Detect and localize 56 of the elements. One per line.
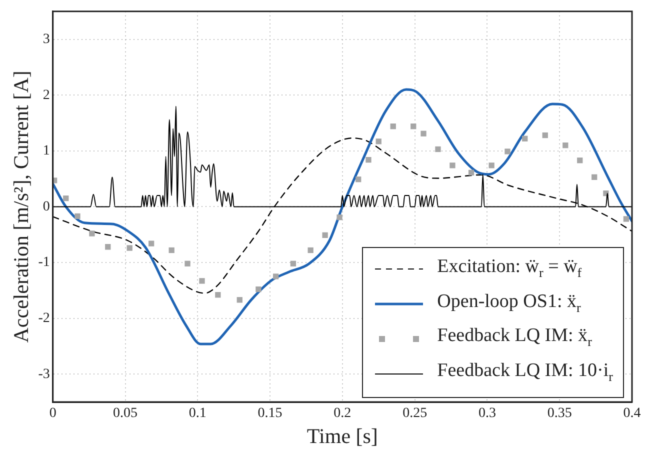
legend-label: Open-loop OS1: ẍ$_{r}$: [437, 290, 581, 316]
point: [450, 162, 456, 168]
x-tick-label: 0.2: [334, 406, 352, 422]
y-tick-label: -1: [38, 255, 50, 270]
x-tick-label: 0.3: [478, 406, 496, 422]
point: [290, 260, 296, 266]
point: [105, 244, 111, 250]
point: [273, 274, 279, 280]
point: [390, 124, 396, 130]
y-tick-label: -2: [38, 310, 50, 326]
point: [435, 146, 441, 152]
x-tick-label: 0.15: [258, 406, 282, 422]
point: [376, 138, 382, 144]
y-tick-label: -3: [38, 366, 50, 382]
legend-label: Feedback LQ IM: ẍ$_{r}$: [437, 324, 592, 352]
point: [592, 174, 598, 180]
x-tick-label: 0.35: [547, 406, 572, 422]
point: [148, 240, 154, 246]
point: [63, 196, 69, 202]
x-tick-label: 0.1: [188, 406, 206, 422]
point: [308, 247, 314, 254]
y-tick-label: 2: [42, 88, 50, 103]
point: [199, 278, 205, 284]
point: [168, 247, 174, 254]
point: [236, 297, 242, 303]
point: [184, 260, 190, 266]
point: [410, 124, 416, 130]
y-axis-title: Acceleration [m/s²], Current [A]: [9, 70, 34, 343]
point: [366, 157, 372, 163]
point: [623, 216, 630, 222]
y-tick-label: 1: [42, 144, 50, 159]
point: [542, 132, 548, 138]
point: [215, 292, 221, 298]
legend-label: Feedback LQ IM: 10·i$_{r}$: [437, 359, 613, 386]
point: [504, 148, 510, 154]
point: [488, 162, 494, 168]
point: [322, 232, 328, 238]
point: [74, 213, 80, 220]
x-axis-title: Time [s]: [306, 424, 378, 448]
line-series: [52, 88, 632, 346]
point: [126, 245, 132, 251]
x-tick-label: 0.4: [623, 406, 641, 422]
point: [522, 136, 528, 142]
point: [468, 170, 474, 176]
point: [420, 130, 426, 136]
point: [89, 230, 95, 236]
point: [356, 176, 362, 182]
point: [336, 214, 342, 220]
point: [562, 142, 568, 148]
point: [256, 286, 262, 292]
x-tick-label: 0.05: [113, 406, 138, 422]
point: [577, 158, 583, 164]
y-tick-label: 0: [42, 199, 50, 214]
legend-label: Excitation: ẅ$_{r}$ = ẅ$_{f}$: [437, 254, 582, 282]
y-tick-label: 3: [42, 32, 50, 47]
x-tick-label: 0.25: [402, 406, 428, 422]
